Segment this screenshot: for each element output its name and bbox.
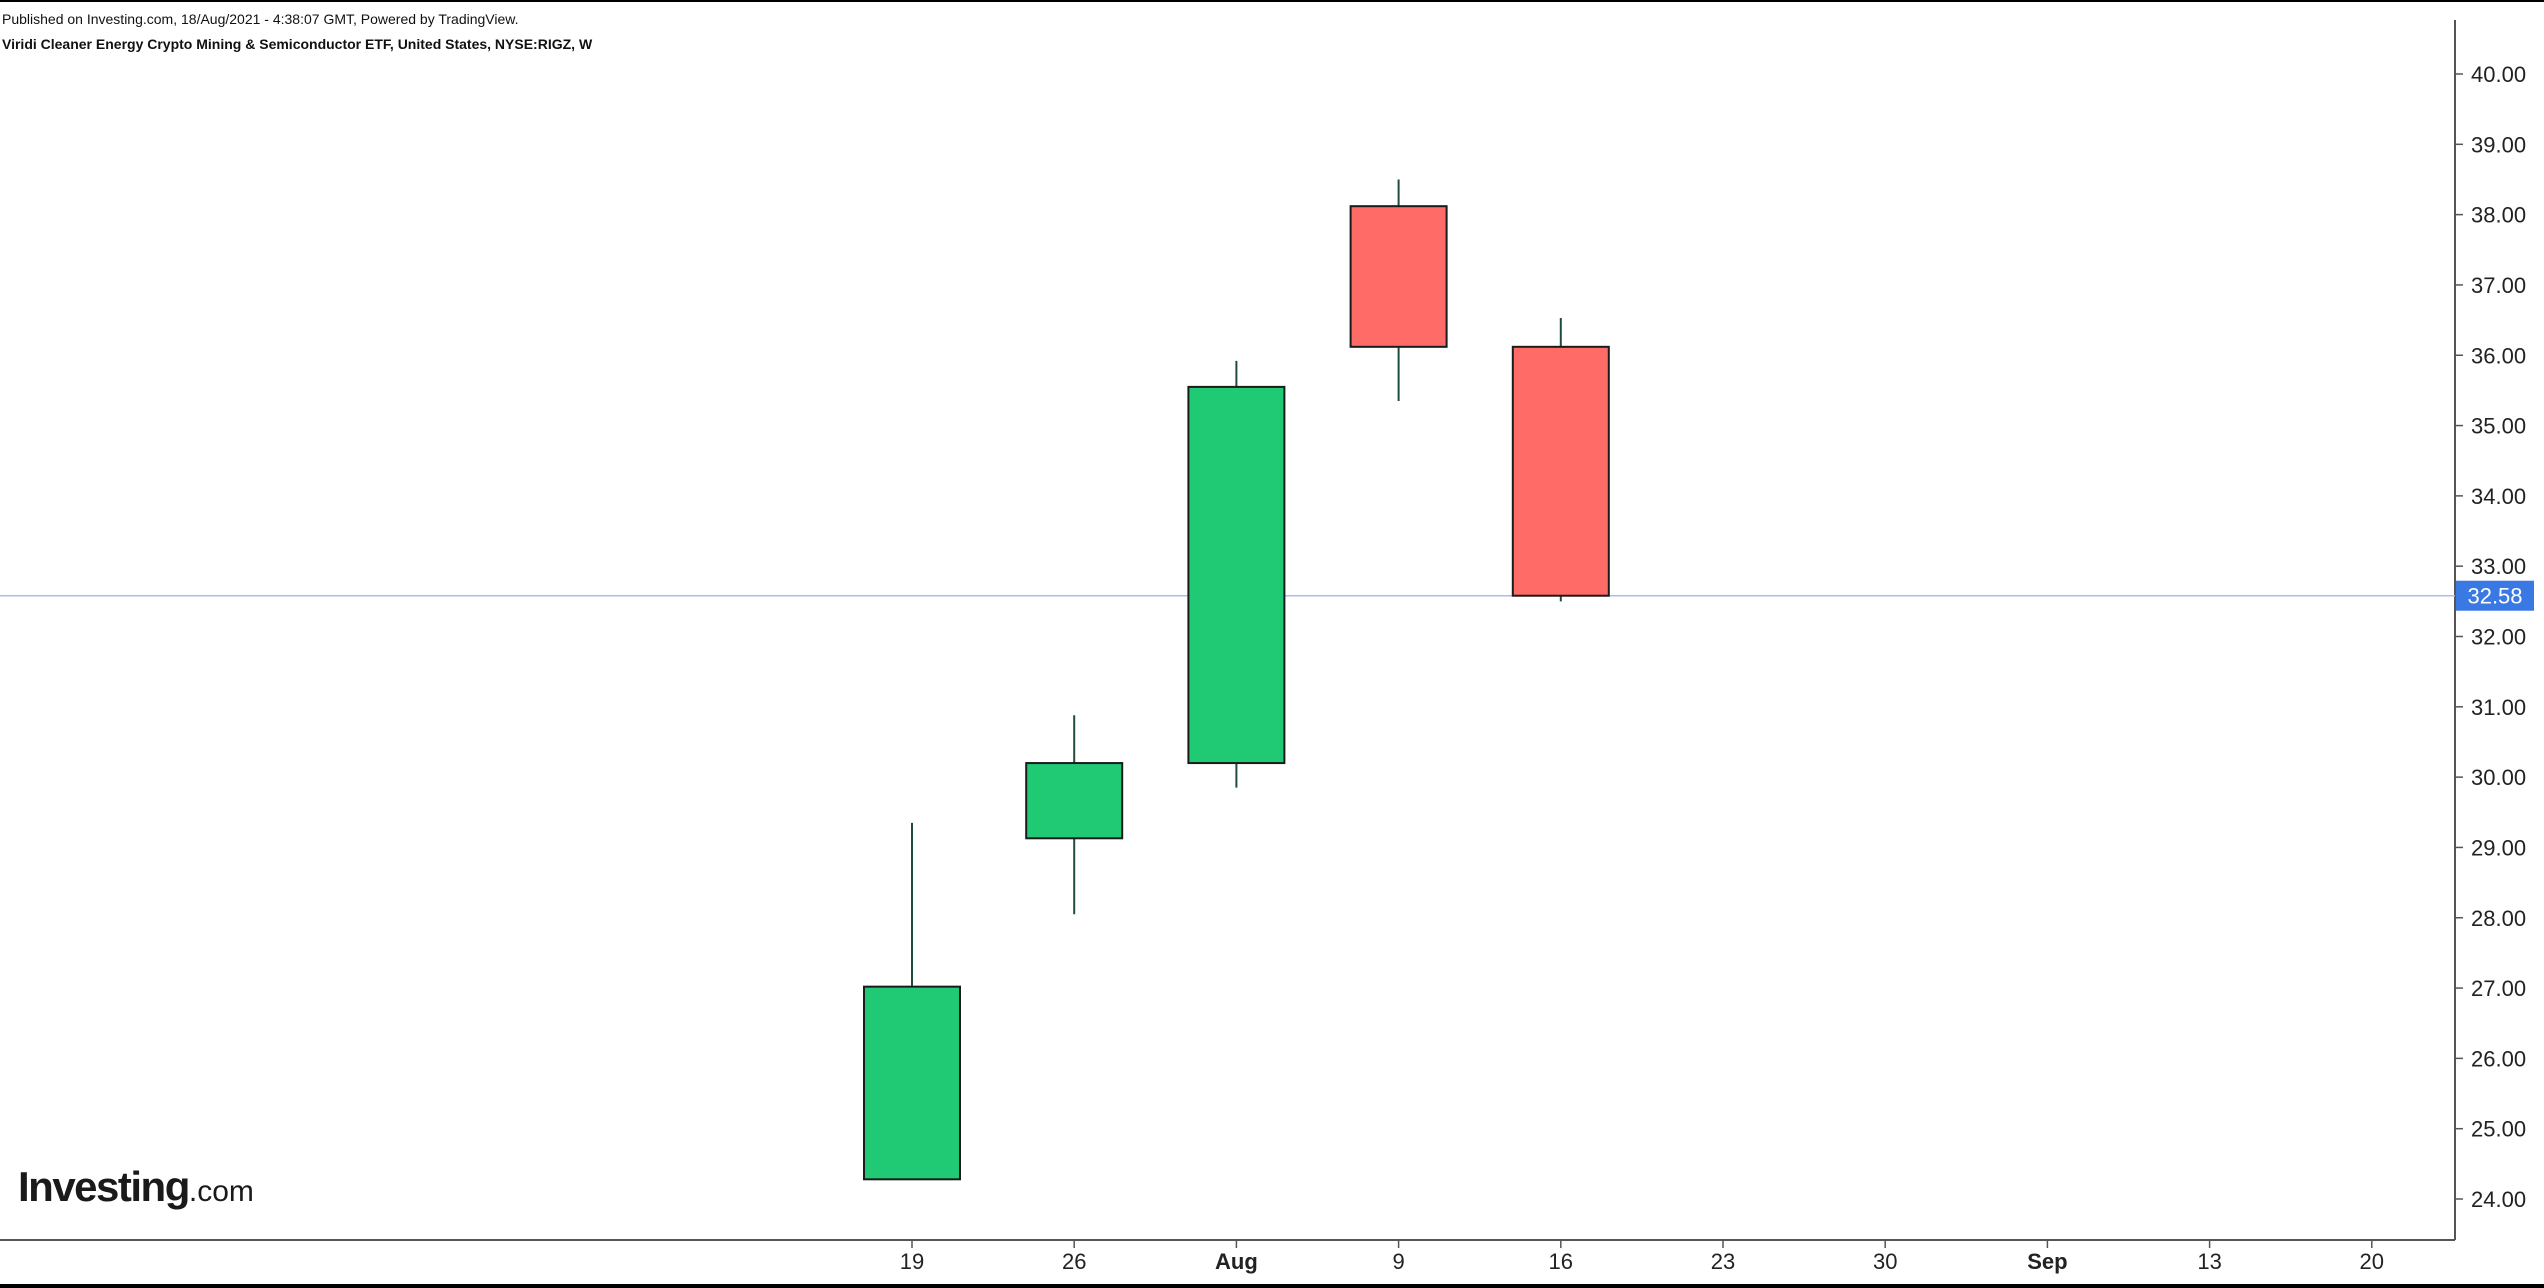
x-tick-label: 19 — [900, 1249, 924, 1274]
last-price-badge — [2456, 580, 2534, 611]
y-tick-label: 37.00 — [2471, 273, 2526, 298]
y-tick-label: 33.00 — [2471, 554, 2526, 579]
candle — [1025, 715, 1124, 915]
candle-body-up — [1025, 762, 1124, 840]
logo-suffix: .com — [188, 1175, 254, 1208]
top-border — [0, 0, 2544, 2]
y-tick-label: 38.00 — [2471, 203, 2526, 228]
y-tick-label: 29.00 — [2471, 835, 2526, 860]
candle — [1349, 179, 1448, 401]
x-tick-label: 9 — [1392, 1249, 1404, 1274]
y-tick-label: 40.00 — [2471, 62, 2526, 87]
y-tick-label: 32.00 — [2471, 625, 2526, 650]
y-tick-label: 34.00 — [2471, 484, 2526, 509]
y-tick-label: 24.00 — [2471, 1187, 2526, 1212]
x-tick-label: Sep — [2027, 1249, 2067, 1274]
x-tick-label: Aug — [1215, 1249, 1258, 1274]
x-tick-label: 23 — [1711, 1249, 1735, 1274]
y-tick-label: 39.00 — [2471, 132, 2526, 157]
y-tick-label: 35.00 — [2471, 414, 2526, 439]
y-tick-label: 26.00 — [2471, 1046, 2526, 1071]
candle — [1511, 317, 1610, 602]
y-tick-label: 36.00 — [2471, 343, 2526, 368]
chart-title: Viridi Cleaner Energy Crypto Mining & Se… — [2, 36, 593, 52]
x-tick-label: 16 — [1549, 1249, 1573, 1274]
candle-body-down — [1511, 345, 1610, 597]
logo-brand: Investing — [18, 1163, 190, 1210]
y-tick-label: 31.00 — [2471, 695, 2526, 720]
candle — [863, 822, 961, 1181]
price-label-layer: 32.58 — [2456, 580, 2534, 611]
x-tick-label: 30 — [1873, 1249, 1897, 1274]
y-tick-label: 27.00 — [2471, 976, 2526, 1001]
x-tick-label: 20 — [2360, 1249, 2384, 1274]
candle — [1187, 360, 1286, 788]
candle-body-up — [863, 985, 961, 1181]
candles — [863, 179, 1610, 1181]
x-tick-label: 26 — [1062, 1249, 1086, 1274]
bottom-border — [0, 1284, 2544, 1288]
candle-body-down — [1349, 205, 1448, 348]
axes: 40.00 39.00 38.00 37.00 36.00 35.00 34.00 33.00… — [0, 20, 2526, 1274]
last-price-label: 32.58 — [2467, 584, 2522, 609]
published-info: Published on Investing.com, 18/Aug/2021 … — [2, 11, 519, 27]
y-tick-label: 25.00 — [2471, 1117, 2526, 1142]
y-tick-label: 30.00 — [2471, 765, 2526, 790]
candle-body-up — [1187, 385, 1286, 765]
investing-logo[interactable]: Investing.com — [18, 1163, 254, 1211]
y-tick-label: 28.00 — [2471, 906, 2526, 931]
x-tick-label: 13 — [2197, 1249, 2221, 1274]
